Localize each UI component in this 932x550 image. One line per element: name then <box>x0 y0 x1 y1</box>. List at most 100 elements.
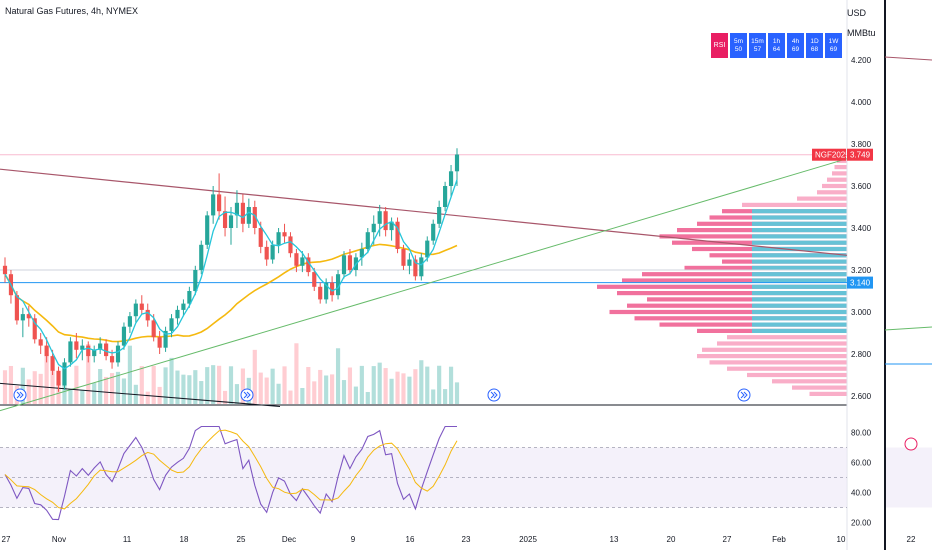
volume-bar <box>288 390 293 404</box>
volume-bar <box>443 389 448 404</box>
candle-body <box>115 345 121 363</box>
price-tick-label: 3.000 <box>851 308 872 317</box>
volume-bar <box>181 374 186 404</box>
price-tick-label: 3.800 <box>851 140 872 149</box>
candle-body <box>228 215 234 228</box>
value-area-row <box>752 215 847 220</box>
level-price-badge-bg <box>847 276 873 289</box>
rsi-tick-label: 80.00 <box>851 429 872 438</box>
volume-bar <box>359 365 364 404</box>
candle-body <box>38 339 43 346</box>
volume-bar <box>300 387 305 404</box>
volume-profile-row <box>697 354 847 359</box>
value-area-row <box>752 221 847 226</box>
rsi-tick-label: 60.00 <box>851 459 872 468</box>
volume-bar <box>270 368 275 404</box>
volume-bar <box>228 366 234 404</box>
value-area-row <box>752 228 847 233</box>
time-label: 27 <box>723 535 732 544</box>
panel-up-trendline <box>884 326 932 331</box>
candle-body <box>234 202 240 216</box>
time-label: 23 <box>462 535 471 544</box>
volume-bar <box>318 369 323 404</box>
value-area-row <box>752 309 847 315</box>
rsi-1d-button[interactable]: 1D 68 <box>806 33 823 58</box>
candle-body <box>300 257 305 266</box>
rsi-15m-button[interactable]: 15m 57 <box>749 33 766 58</box>
candle-body <box>187 291 192 304</box>
volume-bar <box>68 388 73 404</box>
value-area-row <box>752 259 847 264</box>
volume-bar <box>365 392 370 404</box>
candle-body <box>448 171 454 186</box>
volume-bar <box>115 371 121 404</box>
rsi-button[interactable]: RSI <box>711 33 728 58</box>
value-area-row <box>752 234 847 239</box>
candle-body <box>401 249 406 266</box>
candle-body <box>205 215 210 245</box>
volume-bar <box>377 362 382 404</box>
candle-body <box>44 345 49 357</box>
rsi-line <box>4 425 457 521</box>
volume-bar <box>341 380 347 404</box>
candle-body <box>294 253 299 266</box>
volume-bar <box>401 373 406 404</box>
rsi-1w-button[interactable]: 1W 69 <box>825 33 842 58</box>
candle-body <box>86 345 91 357</box>
volume-profile-row <box>837 158 847 163</box>
replay-marker-glyph <box>740 391 748 399</box>
volume-bar <box>20 367 25 404</box>
value-area-row <box>752 284 847 289</box>
candle-body <box>258 228 263 247</box>
candle-body <box>217 194 222 212</box>
volume-profile-row <box>822 183 847 189</box>
time-label: 27 <box>2 535 11 544</box>
panel-down-trendline <box>884 56 932 61</box>
symbol-badge-bg <box>812 148 846 161</box>
volume-profile-row <box>647 297 847 302</box>
candle-body <box>270 244 275 260</box>
candle-body <box>121 326 127 346</box>
volume-bar <box>193 370 198 404</box>
candle-body <box>443 186 448 207</box>
value-area-row <box>752 328 847 333</box>
volume-profile-row <box>747 372 847 378</box>
candle-body <box>193 270 198 291</box>
rsi-1h-button[interactable]: 1h 64 <box>768 33 785 58</box>
volume-bar <box>92 383 97 404</box>
volume-profile-row <box>642 272 847 277</box>
value-area-row <box>752 291 847 296</box>
volume-bar <box>389 378 394 404</box>
volume-bar <box>50 369 55 404</box>
replay-marker-glyph <box>243 391 251 399</box>
price-tick-label: 3.600 <box>851 182 872 191</box>
time-axis: 27 Nov 11 18 25 Dec 9 16 23 2025 13 20 27 Feb 10 22 <box>2 535 916 544</box>
volume-bar <box>74 365 79 404</box>
candle-body <box>389 221 394 231</box>
symbol-badge: NGF2025 <box>815 151 850 160</box>
rsi-4h-button[interactable]: 4h 69 <box>787 33 804 58</box>
time-label: 22 <box>907 535 916 544</box>
volume-bar <box>353 386 358 404</box>
rsi-tick-label: 40.00 <box>851 489 872 498</box>
candle-body <box>20 314 25 321</box>
candle-body <box>32 318 37 340</box>
rsi-tf-label: 5m <box>733 37 744 45</box>
volume-bar <box>330 374 335 404</box>
unit-label[interactable]: MMBtu <box>847 28 876 38</box>
candle-body <box>454 154 460 172</box>
volume-profile-row <box>702 347 847 352</box>
volume-bar <box>258 372 263 404</box>
volume-bar <box>157 386 162 404</box>
value-area-row <box>752 246 847 252</box>
volume-bar <box>32 371 37 404</box>
candle-body <box>252 207 257 228</box>
volume-bar <box>86 344 91 404</box>
volume-bar <box>187 375 192 404</box>
currency-label[interactable]: USD <box>847 8 867 18</box>
volume-bar <box>175 370 180 404</box>
volume-bar <box>306 367 311 404</box>
volume-bar <box>294 343 299 404</box>
rsi-5m-button[interactable]: 5m 50 <box>730 33 747 58</box>
